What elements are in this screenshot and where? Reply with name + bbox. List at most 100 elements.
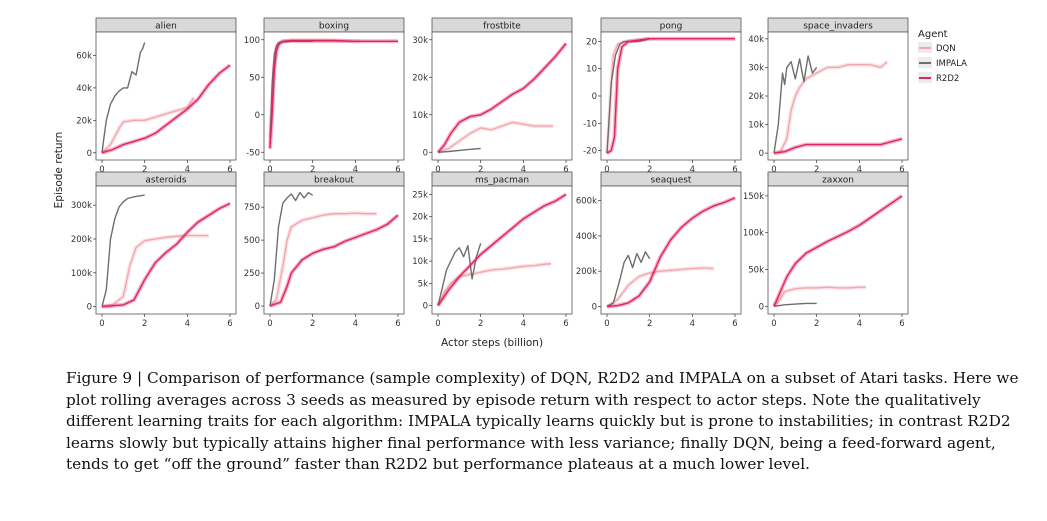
x-tick-label: 4	[857, 319, 862, 329]
y-tick-label: 0	[423, 148, 428, 158]
x-tick-label: 2	[814, 165, 819, 175]
panel-asteroids: asteroids 0 2 4 6 0 100k 200k 300k	[71, 171, 237, 329]
y-tick-label: -10	[583, 119, 597, 129]
x-tick-label: 0	[99, 319, 104, 329]
panel-pong: pong 0 2 4 6 -20 -10 0 10 20	[583, 17, 742, 175]
panel-zaxxon: zaxxon 0 2 4 6 0 50k 100k 150k	[743, 171, 909, 329]
y-tick-label: 20	[586, 37, 597, 47]
x-tick-label: 4	[353, 165, 358, 175]
y-tick-label: 750	[244, 203, 260, 213]
x-tick-label: 2	[142, 165, 147, 175]
x-tick-label: 4	[857, 165, 862, 175]
x-tick-label: 4	[521, 319, 526, 329]
y-tick-label: 10k	[412, 111, 428, 121]
series-line-r2d2	[606, 38, 735, 154]
y-tick-label: 0	[759, 302, 764, 312]
y-tick-label: 10k	[748, 121, 764, 131]
y-tick-label: 30k	[748, 63, 764, 73]
y-tick-label: 60k	[76, 51, 92, 61]
series-line-dqn	[773, 286, 866, 307]
plot-area	[600, 31, 742, 161]
series-line-r2d2	[606, 197, 736, 308]
series-line-impala	[606, 38, 650, 154]
legend-label-r2d2: R2D2	[936, 74, 959, 84]
x-tick-label: 0	[435, 165, 440, 175]
caption-label: Figure 9	[66, 369, 133, 387]
series-line-impala	[269, 40, 313, 145]
series-line-dqn	[606, 267, 714, 308]
series-line-dqn	[773, 61, 888, 154]
x-tick-label: 4	[690, 319, 695, 329]
series-line-impala	[773, 302, 817, 307]
y-tick-label: 30k	[412, 36, 428, 46]
series-line-r2d2	[101, 64, 231, 154]
x-tick-label: 6	[563, 165, 568, 175]
y-tick-label: 15k	[412, 235, 428, 245]
series-line-r2d2	[101, 202, 231, 308]
panel-title: breakout	[314, 176, 354, 186]
panel-title: alien	[155, 22, 177, 32]
panel-title: space_invaders	[803, 22, 873, 32]
x-tick-label: 2	[647, 165, 652, 175]
series-line-r2d2	[773, 138, 903, 154]
y-tick-label: 50k	[748, 266, 764, 276]
plot-area	[600, 185, 742, 315]
y-tick-label: 600k	[576, 197, 597, 207]
series-line-impala	[606, 251, 651, 308]
y-tick-label: 300k	[71, 201, 92, 211]
legend: Agent DQN IMPALA R2D2	[918, 29, 967, 84]
x-tick-label: 0	[99, 165, 104, 175]
y-tick-label: 0	[592, 302, 597, 312]
panel-seaquest: seaquest 0 2 4 6 0 200k 400k 600k	[576, 171, 742, 329]
x-tick-label: 6	[899, 319, 904, 329]
series-line-impala	[437, 243, 482, 306]
series-line-dqn	[437, 263, 552, 306]
y-tick-label: 100	[244, 36, 260, 46]
plot-area	[95, 31, 237, 161]
series-line-r2d2	[437, 43, 567, 153]
plot-area	[767, 31, 909, 161]
figure-caption: Figure 9 | Comparison of performance (sa…	[66, 368, 1026, 476]
y-tick-label: 50	[249, 73, 260, 83]
x-tick-label: 2	[647, 319, 652, 329]
x-tick-label: 6	[563, 319, 568, 329]
x-tick-label: 2	[478, 319, 483, 329]
panel-title: boxing	[319, 22, 349, 32]
y-tick-label: 100k	[71, 269, 92, 279]
caption-text: Comparison of performance (sample comple…	[66, 369, 1019, 474]
series-line-dqn	[437, 121, 554, 153]
series-line-r2d2	[269, 214, 399, 307]
x-tick-label: 0	[435, 319, 440, 329]
x-tick-label: 6	[732, 165, 737, 175]
y-tick-label: 0	[592, 92, 597, 102]
caption-separator: |	[132, 369, 148, 387]
x-tick-label: 6	[732, 319, 737, 329]
y-tick-label: 0	[255, 111, 260, 121]
series-line-impala	[437, 147, 481, 153]
panel-ms-pacman: ms_pacman 0 2 4 6 0 5k 10k 15k 20k 25k	[412, 171, 573, 329]
y-tick-label: 40k	[748, 35, 764, 45]
y-tick-label: 20k	[748, 92, 764, 102]
y-tick-label: 200k	[576, 267, 597, 277]
x-tick-label: 0	[604, 319, 609, 329]
legend-title: Agent	[918, 29, 948, 40]
y-tick-label: 20k	[76, 116, 92, 126]
y-tick-label: 500	[244, 236, 260, 246]
panel-frostbite: frostbite 0 2 4 6 0 10k 20k 30k	[412, 17, 573, 175]
y-tick-label: 25k	[412, 190, 428, 200]
x-tick-label: 6	[395, 319, 400, 329]
x-tick-label: 0	[267, 165, 272, 175]
series-line-dqn	[269, 212, 377, 307]
panel-title: zaxxon	[822, 176, 854, 186]
x-tick-label: 4	[521, 165, 526, 175]
y-tick-label: 20k	[412, 73, 428, 83]
plot-area	[263, 185, 405, 315]
y-tick-label: 0	[423, 302, 428, 312]
x-tick-label: 0	[771, 319, 776, 329]
panel-title: frostbite	[483, 22, 521, 32]
x-tick-label: 2	[310, 165, 315, 175]
x-axis-label: Actor steps (billion)	[441, 337, 543, 349]
y-tick-label: 10	[586, 65, 597, 75]
panel-alien: alien 0 2 4 6 0 20k 40k 60k	[76, 17, 237, 175]
